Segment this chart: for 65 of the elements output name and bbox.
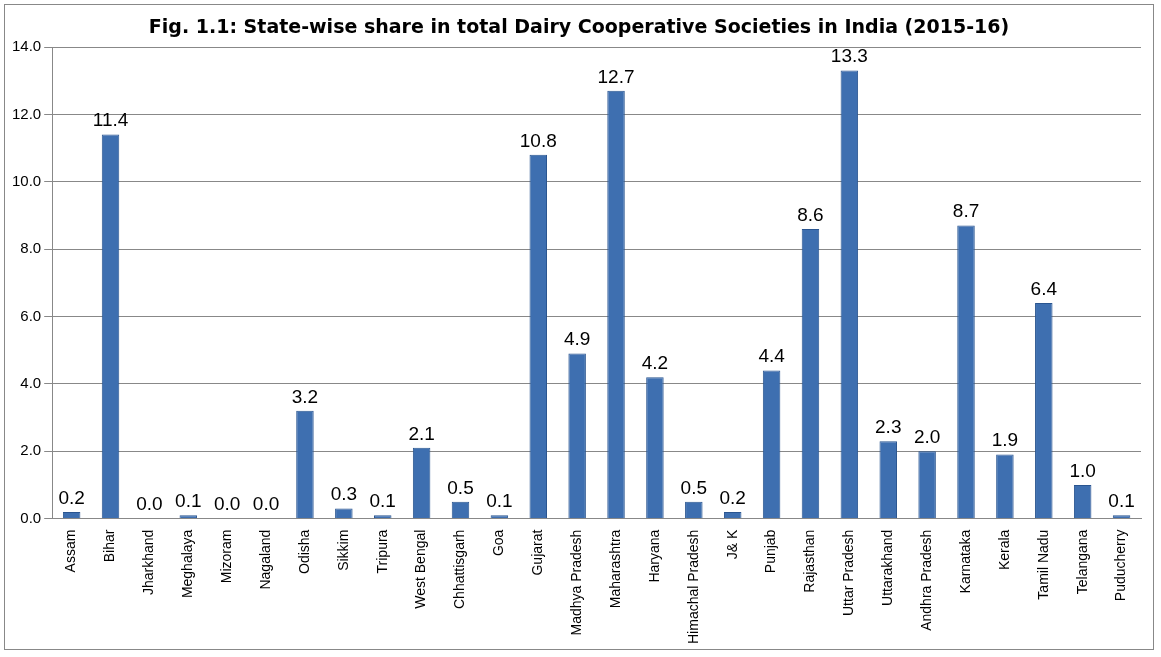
x-tick-label: Andhra Pradesh <box>917 529 934 631</box>
x-tick-label: Punjab <box>762 529 779 574</box>
data-label: 0.5 <box>447 476 474 498</box>
x-tick-label: Assam <box>62 529 79 573</box>
chart-title: Fig. 1.1: State-wise share in total Dairy Cooperative Societies in India (2015-16) <box>147 15 1011 37</box>
x-tick-label: Haryana <box>645 529 662 583</box>
x-tick-label: J& K <box>723 528 740 560</box>
data-label: 0.3 <box>330 483 358 505</box>
x-tick-label: Telangana <box>1073 529 1090 595</box>
x-tick-label: Kerala <box>995 529 1012 571</box>
x-tick-label: Bihar <box>101 529 118 563</box>
data-label: 13.3 <box>830 45 868 67</box>
data-label: 0.0 <box>136 493 163 515</box>
x-tick-label: Puducherry <box>1112 529 1129 602</box>
data-label: 6.4 <box>1030 277 1058 299</box>
x-tick-label: Uttar Pradesh <box>840 529 857 616</box>
data-label: 3.2 <box>291 385 319 407</box>
x-tick-label: Jharkhand <box>140 529 157 595</box>
data-label: 1.9 <box>991 429 1019 451</box>
data-label: 2.1 <box>408 422 435 444</box>
y-tick-label: 2.0 <box>20 441 42 459</box>
data-label: 8.6 <box>797 203 824 225</box>
data-label: 0.2 <box>719 486 746 508</box>
x-tick-label: Rajasthan <box>801 529 818 593</box>
y-tick-label: 10.0 <box>11 171 42 189</box>
y-tick-label: 6.0 <box>20 306 42 324</box>
x-tick-label: Sikkim <box>334 529 351 571</box>
x-tick-label: Himachal Pradesh <box>684 529 701 644</box>
x-tick-label: Nagaland <box>256 529 273 590</box>
data-label: 2.3 <box>875 415 902 437</box>
data-label: 0.5 <box>680 476 708 498</box>
data-label: 8.7 <box>952 200 980 222</box>
data-label: 0.2 <box>58 486 85 508</box>
data-label: 10.8 <box>519 129 557 151</box>
x-tick-label: Mizoram <box>218 529 235 584</box>
x-tick-label: Meghalaya <box>179 529 196 599</box>
y-tick-label: 8.0 <box>20 239 42 257</box>
x-tick-label: Uttarakhand <box>879 529 896 606</box>
data-label: 12.7 <box>597 65 635 87</box>
x-tick-label: Gujarat <box>529 529 546 576</box>
data-label: 1.0 <box>1069 459 1096 481</box>
data-label: 0.1 <box>1108 489 1135 511</box>
x-tick-label: Maharashtra <box>606 529 623 609</box>
x-tick-label: Tripura <box>373 529 390 574</box>
x-tick-label: Odisha <box>295 529 312 574</box>
x-tick-label: Chhattisgarh <box>451 529 468 609</box>
y-tick-label: 14.0 <box>11 37 42 55</box>
x-tick-label: Karnataka <box>956 529 973 594</box>
x-tick-label: Madhya Pradesh <box>568 529 585 636</box>
data-label: 11.4 <box>92 109 129 131</box>
data-label: 4.4 <box>758 345 786 367</box>
data-label: 0.0 <box>252 493 280 515</box>
data-label: 4.9 <box>563 328 591 350</box>
data-label: 0.1 <box>486 489 513 511</box>
y-tick-label: 4.0 <box>20 374 42 392</box>
data-label: 0.1 <box>175 489 202 511</box>
data-label: 0.1 <box>369 489 396 511</box>
data-label: 4.2 <box>641 351 669 373</box>
y-tick-label: 12.0 <box>11 104 42 122</box>
data-label: 2.0 <box>913 425 941 447</box>
data-label: 0.0 <box>213 493 241 515</box>
x-tick-label: West Bengal <box>412 529 429 609</box>
x-tick-label: Tamil Nadu <box>1034 529 1051 600</box>
x-tick-label: Goa <box>490 529 507 557</box>
y-tick-label: 0.0 <box>20 508 42 526</box>
